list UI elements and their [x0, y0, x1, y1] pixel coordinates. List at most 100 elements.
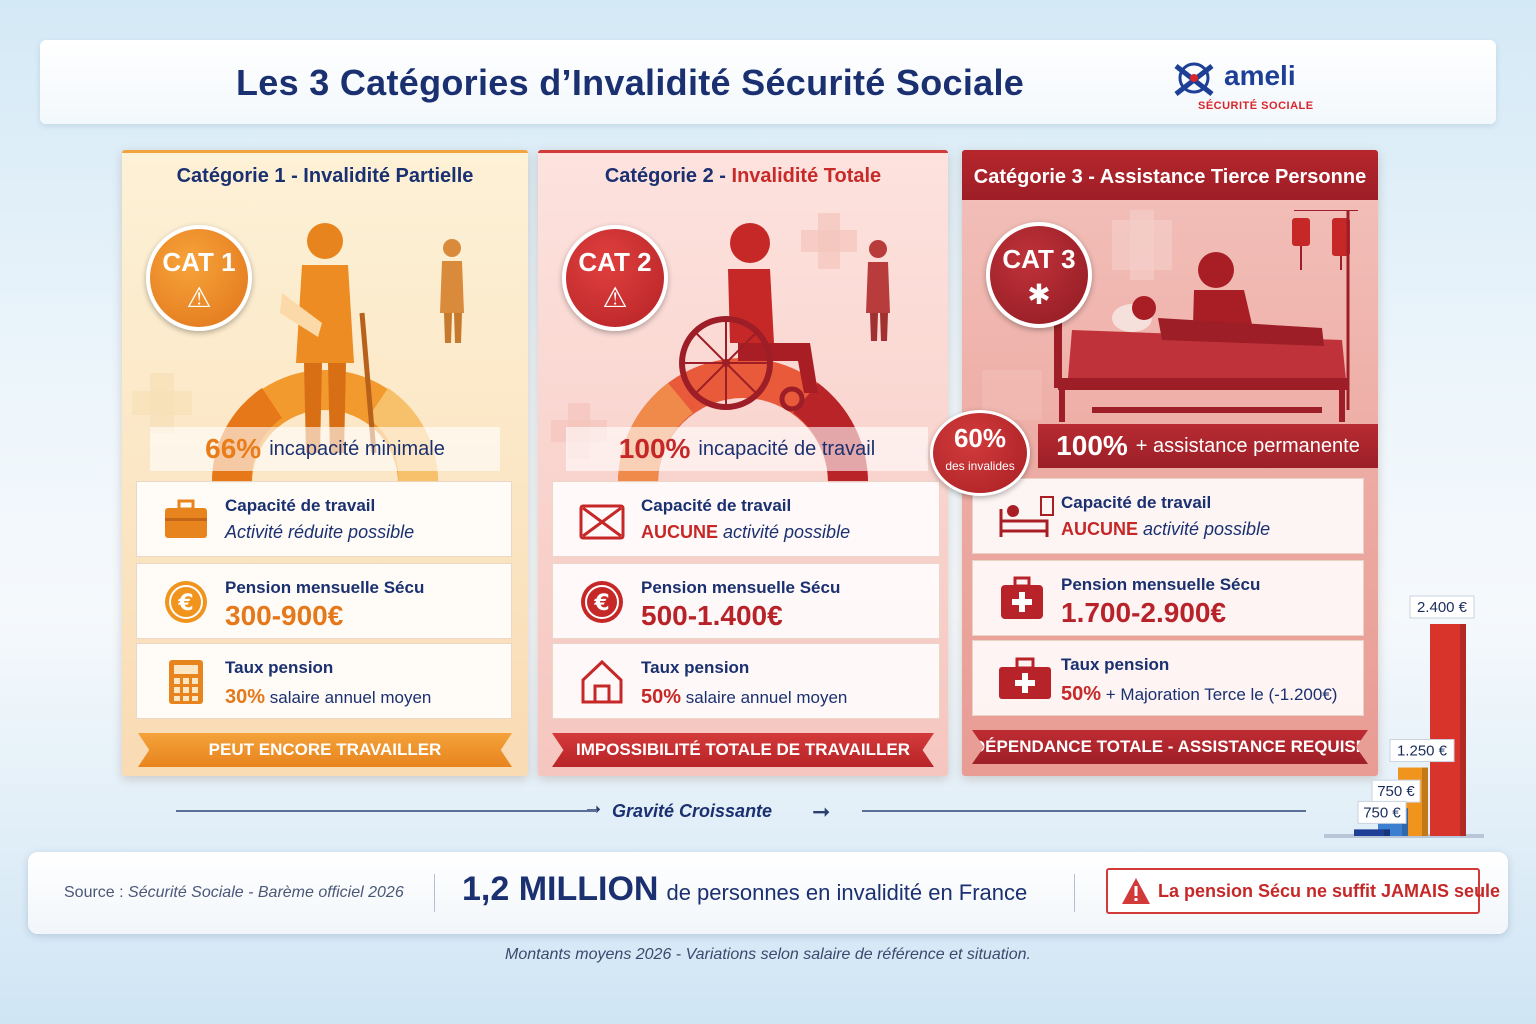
- chart-bar-shade-3: [1460, 624, 1466, 836]
- percent-text: incapacité de travail: [698, 437, 876, 460]
- work-capacity-row: Capacité de travail AUCUNE activité poss…: [552, 481, 940, 557]
- warning-triangle-icon: [1122, 878, 1150, 904]
- header-banner: [40, 40, 1496, 124]
- category-3-card: Catégorie 3 - Assistance Tierce Personne…: [962, 150, 1378, 776]
- rate-label: Taux pension: [225, 658, 334, 677]
- pension-label: Pension mensuelle Sécu: [641, 578, 841, 597]
- rate-percent: 30%: [225, 686, 266, 708]
- ameli-logo: ameli SÉCURITÉ SOCIALE: [1168, 52, 1318, 122]
- work-value: AUCUNE activité possible: [1061, 519, 1270, 540]
- work-rest: activité possible: [718, 522, 851, 542]
- pension-label: Pension mensuelle Sécu: [1061, 575, 1261, 594]
- medical-kit-icon: [1001, 576, 1043, 619]
- work-emphasis: AUCUNE: [1061, 519, 1139, 539]
- rate-value: 50% + Majoration Terce le (-1.200€): [1061, 683, 1337, 706]
- euro-coin-icon: €: [581, 581, 623, 623]
- category-3-titlebar: [962, 150, 1378, 200]
- chart-value-label-2: 1.250 €: [1397, 743, 1448, 760]
- rate-text: salaire annuel moyen: [685, 688, 848, 707]
- pension-amount: 300-900€: [225, 600, 344, 631]
- category-1-card: Catégorie 1 - Invalidité Partielle CAT 1…: [122, 150, 528, 776]
- category-3-title: Catégorie 3 - Assistance Tierce Personne: [973, 166, 1367, 188]
- first-aid-icon: [999, 657, 1051, 699]
- category-2-banner: IMPOSSIBILITÉ TOTALE DE TRAVAILLER: [552, 733, 934, 767]
- work-rest: activité possible: [1138, 519, 1271, 539]
- rate-row: Taux pension 30% salaire annuel moyen: [136, 643, 512, 719]
- warning-icon: ⚠: [186, 282, 212, 313]
- warning-text: La pension Sécu ne suffit JAMAIS seule: [1158, 881, 1501, 901]
- source-text: Sécurité Sociale - Barème officiel 2026: [128, 884, 404, 901]
- rate-label: Taux pension: [641, 658, 750, 677]
- euro-coin-icon: €: [165, 581, 207, 623]
- percent-value: 66%: [205, 433, 262, 464]
- chart-bar-0: [1354, 829, 1390, 836]
- category-1-badge: CAT 1 ⚠: [146, 225, 252, 331]
- work-label: Capacité de travail: [641, 496, 792, 515]
- category-2-badge: CAT 2 ⚠: [562, 225, 668, 331]
- arrow-right-icon: ➝: [586, 799, 602, 819]
- chart-label-box-0: [1357, 800, 1407, 824]
- logo-word: ameli: [1224, 60, 1296, 91]
- arrow-right-icon: ➞: [812, 799, 831, 824]
- pension-row: € Pension mensuelle Sécu 300-900€: [136, 563, 512, 639]
- work-value: AUCUNE activité possible: [641, 522, 850, 543]
- gravity-line-right: [862, 810, 1306, 812]
- category-1-title: Catégorie 1 - Invalidité Partielle: [176, 165, 474, 187]
- work-emphasis: AUCUNE: [641, 522, 719, 542]
- page-title: Les 3 Catégories d’Invalidité Sécurité S…: [236, 62, 1025, 103]
- badge-label: CAT 3: [1002, 244, 1076, 274]
- badge-label: CAT 2: [578, 247, 652, 277]
- logo-subtitle: SÉCURITÉ SOCIALE: [1198, 100, 1314, 112]
- category-2-percent-row: 100% incapacité de travail: [566, 427, 928, 471]
- source-prefix: Source :: [64, 884, 129, 901]
- pension-row: € Pension mensuelle Sécu 500-1.400€: [552, 563, 940, 639]
- rate-value: 50% salaire annuel moyen: [641, 686, 847, 709]
- million-stat: 1,2 MILLION de personnes en invalidité en…: [462, 870, 1027, 909]
- house-icon: [581, 659, 623, 704]
- gravity-label: Gravité Croissante: [612, 801, 773, 821]
- medical-star-icon: ✱: [1027, 279, 1051, 310]
- bubble-percent: 60%: [953, 423, 1007, 453]
- hospital-bed-illustration: [982, 210, 1358, 422]
- work-label: Capacité de travail: [1061, 493, 1212, 512]
- chart-bar-3: [1430, 624, 1466, 836]
- svg-text:€: €: [593, 591, 609, 616]
- warning-box: La pension Sécu ne suffit JAMAIS seule: [1106, 868, 1500, 914]
- work-capacity-row: Capacité de travail Activité réduite pos…: [136, 481, 512, 557]
- percent-value: 100%: [1056, 430, 1128, 461]
- million-text: de personnes en invalidité en France: [666, 880, 1028, 905]
- chart-label-box-3: [1409, 595, 1475, 619]
- rate-row: Taux pension 50% + Majoration Terce le (…: [972, 640, 1364, 716]
- pension-amount: 1.700-2.900€: [1061, 597, 1227, 628]
- rate-value: 30% salaire annuel moyen: [225, 686, 431, 709]
- source-note: Source : Sécurité Sociale - Barème offic…: [64, 884, 404, 902]
- chart-bar-shade-2: [1422, 767, 1428, 836]
- rate-percent: 50%: [1061, 683, 1102, 705]
- pension-amount: 500-1.400€: [641, 600, 783, 631]
- patient-bed-icon: [999, 496, 1054, 537]
- title-highlight: Invalidité Totale: [731, 165, 882, 187]
- percent-text: + assistance permanente: [1135, 434, 1360, 457]
- warning-icon: ⚠: [602, 282, 628, 313]
- work-label: Capacité de travail: [225, 496, 376, 515]
- category-1-banner: PEUT ENCORE TRAVAILLER: [138, 733, 512, 767]
- share-bubble: 60% des invalides: [930, 410, 1030, 496]
- category-3-banner: DÉPENDANCE TOTALE - ASSISTANCE REQUISE: [972, 730, 1368, 764]
- title-prefix: Catégorie 2 -: [604, 165, 732, 187]
- category-1-percent-row: 66% incapacité minimale: [150, 427, 500, 471]
- ameli-emblem-icon: [1174, 62, 1214, 96]
- pension-bar-chart: 2.400 € 1.250 € 750 € 750 €: [1324, 595, 1484, 838]
- rate-text: salaire annuel moyen: [269, 688, 432, 707]
- million-value: 1,2 MILLION: [462, 870, 659, 908]
- svg-text:€: €: [177, 591, 193, 616]
- crossed-briefcase-icon: [579, 504, 625, 540]
- calculator-icon: [169, 660, 203, 704]
- category-2-card: Catégorie 2 - Invalidité Totale CAT 2 ⚠ …: [538, 150, 948, 776]
- footnote: Montants moyens 2026 - Variations selon …: [505, 946, 1031, 963]
- pension-label: Pension mensuelle Sécu: [225, 578, 425, 597]
- rate-label: Taux pension: [1061, 655, 1170, 674]
- divider: [1074, 874, 1075, 912]
- gravity-line-left: [176, 810, 596, 812]
- percent-text: incapacité minimale: [269, 437, 445, 460]
- chart-label-box-2: [1389, 739, 1455, 763]
